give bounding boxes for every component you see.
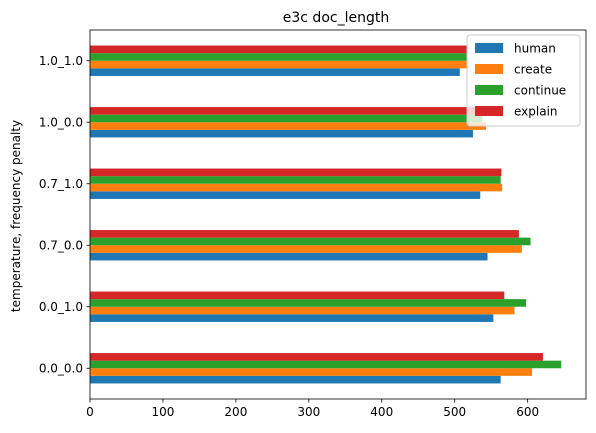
bar-continue-1.0_1.0 <box>90 53 468 61</box>
bar-human-1.0_0.0 <box>90 129 473 138</box>
bar-explain-0.0_0.0 <box>90 353 543 361</box>
legend-label-create: create <box>514 63 552 77</box>
legend-swatch-human <box>475 43 503 53</box>
plot-area: 0.0_0.0 0.0_1.0 0.7_0.0 0.7_1.0 1.0_0.0 1.0_1… <box>39 29 587 419</box>
legend: human create continue explain <box>466 34 581 127</box>
bar-continue-0.7_1.0 <box>90 176 501 184</box>
bar-human-0.7_1.0 <box>90 191 481 199</box>
y-tick-label: 0.7_0.0 <box>39 238 83 252</box>
bar-human-1.0_1.0 <box>90 68 460 76</box>
legend-swatch-explain <box>475 106 503 116</box>
bar-continue-1.0_0.0 <box>90 114 483 123</box>
y-tick-label: 0.0_1.0 <box>39 300 83 314</box>
chart-title: e3c doc_length <box>283 10 389 26</box>
x-tick-label: 100 <box>151 405 174 419</box>
bar-human-0.7_0.0 <box>90 252 488 261</box>
legend-swatch-create <box>475 64 503 74</box>
bar-explain-1.0_1.0 <box>90 45 468 54</box>
y-tick-label: 1.0_1.0 <box>39 54 83 68</box>
bar-explain-1.0_0.0 <box>90 107 480 115</box>
bar-explain-0.7_1.0 <box>90 168 502 177</box>
bar-create-0.7_0.0 <box>90 245 522 253</box>
x-tick-label: 300 <box>297 405 320 419</box>
x-tick-label: 500 <box>443 405 466 419</box>
bar-human-0.0_0.0 <box>90 375 501 384</box>
bar-continue-0.0_0.0 <box>90 360 562 369</box>
bar-continue-0.7_0.0 <box>90 237 531 246</box>
bar-create-0.0_0.0 <box>90 368 533 376</box>
legend-box <box>466 34 581 127</box>
bar-explain-0.7_0.0 <box>90 230 519 238</box>
bar-human-0.0_1.0 <box>90 314 494 322</box>
y-tick-label: 1.0_0.0 <box>39 115 83 129</box>
x-tick-label: 200 <box>224 405 247 419</box>
legend-label-explain: explain <box>514 105 558 119</box>
bar-create-0.7_1.0 <box>90 183 503 192</box>
x-tick-label: 400 <box>370 405 393 419</box>
plot-frame <box>89 29 587 400</box>
x-tick-label: 600 <box>516 405 539 419</box>
y-tick-label: 0.7_1.0 <box>39 177 83 191</box>
x-tick-label: 0 <box>86 405 94 419</box>
y-tick-label: 0.0_0.0 <box>39 361 83 375</box>
legend-label-continue: continue <box>514 84 566 98</box>
bar-create-1.0_0.0 <box>90 122 487 130</box>
y-axis-label: temperature, frequency penalty <box>9 120 23 312</box>
bar-create-0.0_1.0 <box>90 306 515 315</box>
bar-create-1.0_1.0 <box>90 60 468 69</box>
bar-continue-0.0_1.0 <box>90 299 527 307</box>
bar-explain-0.0_1.0 <box>90 291 505 300</box>
legend-swatch-continue <box>475 85 503 95</box>
legend-label-human: human <box>514 42 556 56</box>
